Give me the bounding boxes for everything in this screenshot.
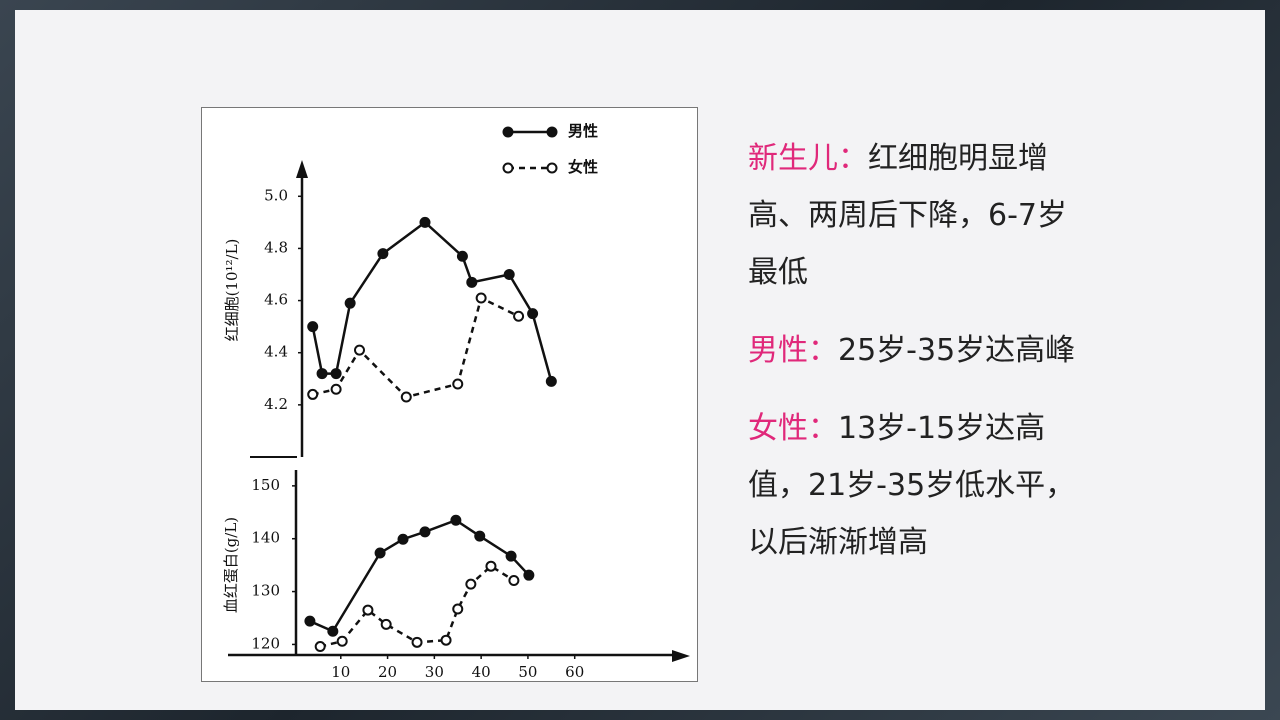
note-text: 25岁-35岁达高峰 <box>838 333 1076 368</box>
note: 新生儿：红细胞明显增高、两周后下降，6-7岁最低 <box>748 130 1083 301</box>
legend-label: 女性 <box>568 158 598 176</box>
x-tick-label: 10 <box>331 663 350 681</box>
point <box>466 276 478 288</box>
point <box>545 375 557 387</box>
y-axis-label: 红细胞(10¹²/L) <box>223 239 241 342</box>
point <box>314 641 326 653</box>
note-label: 女性： <box>748 411 838 446</box>
axis-arrow <box>672 650 690 662</box>
point <box>400 391 412 403</box>
point <box>474 530 486 542</box>
note-label: 男性： <box>748 333 838 368</box>
y-tick-label: 4.4 <box>264 343 288 361</box>
note-label: 新生儿： <box>748 141 868 176</box>
point <box>465 578 477 590</box>
y-tick-label: 4.8 <box>264 238 288 256</box>
point <box>307 321 319 333</box>
note-text: 13岁-15岁达高值，21岁-35岁低水平，以后渐渐增高 <box>748 411 1076 560</box>
point <box>380 618 392 630</box>
y-axis-label: 血红蛋白(g/L) <box>222 517 240 613</box>
note-text: 红细胞明显增高、两周后下降，6-7岁最低 <box>748 141 1067 290</box>
point <box>505 550 517 562</box>
legend-marker <box>502 126 514 138</box>
y-tick-label: 150 <box>251 476 280 494</box>
point <box>452 603 464 615</box>
x-tick-label: 20 <box>378 663 397 681</box>
y-tick-label: 5.0 <box>264 186 288 204</box>
series-line <box>309 518 530 633</box>
series-line <box>319 564 515 648</box>
point <box>330 383 342 395</box>
point <box>475 292 487 304</box>
legend-marker <box>546 162 558 174</box>
note: 女性：13岁-15岁达高值，21岁-35岁低水平，以后渐渐增高 <box>748 400 1083 571</box>
x-tick-label: 60 <box>565 663 584 681</box>
chart-image <box>201 107 698 682</box>
legend-marker <box>546 126 558 138</box>
point <box>508 574 520 586</box>
point <box>304 615 316 627</box>
point <box>419 526 431 538</box>
y-tick-label: 120 <box>251 634 280 652</box>
y-tick-label: 140 <box>251 529 280 547</box>
point <box>485 560 497 572</box>
point <box>513 310 525 322</box>
point <box>527 308 539 320</box>
x-tick-label: 50 <box>518 663 537 681</box>
axis-arrow <box>296 160 308 178</box>
point <box>330 368 342 380</box>
notes: 新生儿：红细胞明显增高、两周后下降，6-7岁最低男性：25岁-35岁达高峰女性：… <box>748 130 1083 592</box>
point <box>327 625 339 637</box>
point <box>419 216 431 228</box>
point <box>344 297 356 309</box>
point <box>456 250 468 262</box>
series-line <box>312 296 520 399</box>
point <box>440 634 452 646</box>
point <box>397 533 409 545</box>
y-tick-label: 4.6 <box>264 291 288 309</box>
point <box>452 378 464 390</box>
point <box>307 388 319 400</box>
point <box>374 547 386 559</box>
point <box>377 248 389 260</box>
y-tick-label: 4.2 <box>264 395 288 413</box>
point <box>450 514 462 526</box>
point <box>316 368 328 380</box>
x-tick-label: 40 <box>472 663 491 681</box>
point <box>354 344 365 356</box>
point <box>503 269 515 280</box>
legend-label: 男性 <box>568 122 598 140</box>
x-tick-label: 30 <box>425 663 444 681</box>
point <box>362 604 374 616</box>
point <box>411 636 423 648</box>
legend-marker <box>502 162 514 174</box>
point <box>523 569 535 581</box>
y-tick-label: 130 <box>251 582 280 600</box>
note: 男性：25岁-35岁达高峰 <box>748 322 1083 379</box>
point <box>336 635 348 647</box>
